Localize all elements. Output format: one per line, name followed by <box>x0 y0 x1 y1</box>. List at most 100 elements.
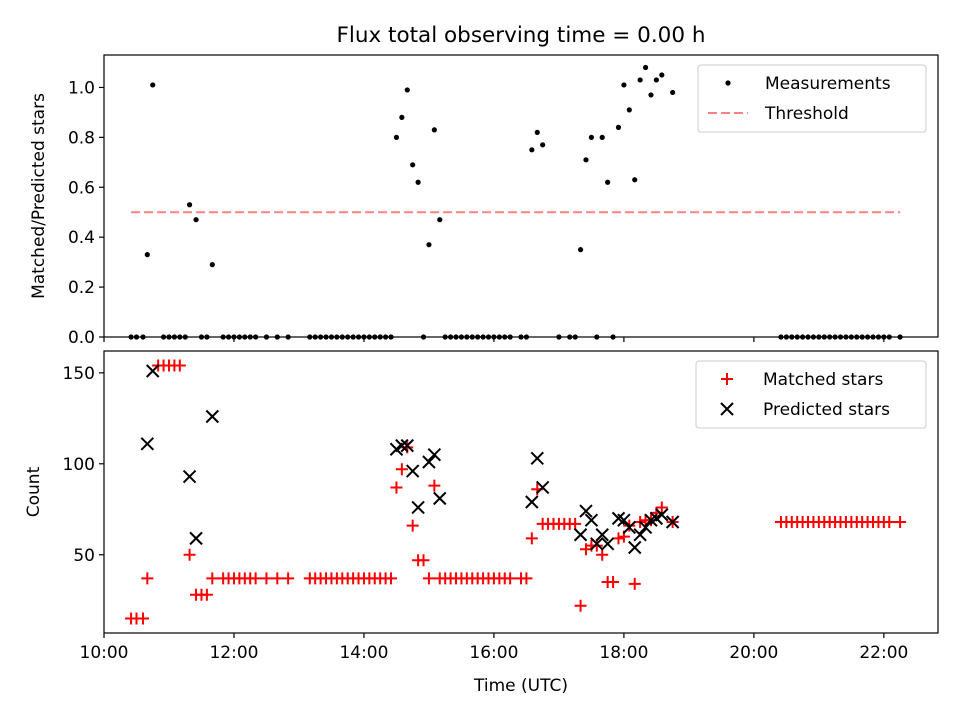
matched-star-point <box>417 554 430 567</box>
legend-measurements-marker <box>725 80 731 86</box>
ratio-panel-y-label: Matched/Predicted stars <box>29 93 49 299</box>
predicted-star-point <box>617 513 631 527</box>
matched-star-point <box>612 532 625 545</box>
count-panel-x-label: Time (UTC) <box>473 676 568 696</box>
measurement-point <box>605 179 611 185</box>
x-tick-label: 14:00 <box>339 643 388 663</box>
predicted-star-point <box>427 447 442 462</box>
count-panel-y-label: Count <box>24 466 44 517</box>
matched-star-point <box>422 572 435 585</box>
count-panel-legend: Matched stars Predicted stars <box>695 360 927 429</box>
measurement-point <box>588 134 595 140</box>
count-panel-marks <box>125 359 907 625</box>
matched-star-point <box>590 539 603 552</box>
measurement-point <box>410 162 416 168</box>
predicted-star-point <box>182 469 197 484</box>
measurement-point <box>637 77 643 83</box>
matched-star-point <box>596 548 609 561</box>
predicted-star-point <box>584 513 599 527</box>
predicted-star-point <box>622 520 637 535</box>
matched-star-point <box>569 517 582 530</box>
measurement-point <box>626 107 632 113</box>
legend-predicted-marker <box>720 402 734 416</box>
matched-star-point <box>282 572 295 585</box>
measurement-point <box>599 134 605 140</box>
matched-star-point <box>883 516 896 529</box>
measurement-point <box>186 202 193 208</box>
y-tick-label: 0.6 <box>68 178 95 198</box>
matched-star-point <box>520 572 533 585</box>
ratio-panel: Flux total observing time = 0.00 h 0.0 0.… <box>29 23 939 348</box>
measurement-point <box>540 142 546 148</box>
count-panel-x-ticks: 10:00 12:00 14:00 16:00 18:00 20:00 22:00 <box>80 633 908 663</box>
y-tick-label: 0.2 <box>68 278 95 298</box>
count-panel-y-ticks: 50 100 150 <box>63 364 104 566</box>
measurement-point <box>404 87 410 93</box>
measurement-point <box>621 82 627 88</box>
predicted-star-point <box>140 437 155 451</box>
y-tick-label: 50 <box>73 546 95 566</box>
matched-star-point <box>395 463 408 476</box>
ratio-panel-x-ticks <box>103 337 885 342</box>
matched-star-point <box>141 572 154 585</box>
x-tick-label: 12:00 <box>209 643 258 663</box>
matched-star-point <box>390 481 403 494</box>
predicted-star-point <box>573 528 588 542</box>
measurement-point <box>529 147 535 153</box>
matched-star-point <box>607 576 620 589</box>
count-legend-frame <box>695 360 927 429</box>
measurement-point <box>577 247 584 253</box>
ratio-panel-frame <box>103 54 939 338</box>
ratio-panel-title: Flux total observing time = 0.00 h <box>337 23 706 48</box>
matched-star-point <box>206 572 219 585</box>
measurement-point <box>632 177 638 183</box>
measurement-point <box>615 124 622 130</box>
matched-star-point <box>200 588 213 601</box>
measurement-point <box>415 179 421 185</box>
predicted-star-point <box>590 537 604 551</box>
matched-star-point <box>271 572 284 585</box>
measurement-point <box>150 82 156 88</box>
predicted-star-point <box>638 520 653 535</box>
predicted-star-point <box>189 531 203 546</box>
matched-star-point <box>385 572 398 585</box>
y-tick-label: 0.4 <box>68 228 95 248</box>
measurement-point <box>583 157 589 163</box>
predicted-star-point <box>655 508 669 522</box>
predicted-star-point <box>433 491 447 506</box>
predicted-star-point <box>535 480 550 495</box>
measurement-point <box>659 72 665 78</box>
predicted-star-point <box>411 500 425 515</box>
matched-star-point <box>249 572 262 585</box>
measurement-point <box>144 252 150 258</box>
predicted-star-point <box>628 540 642 555</box>
matched-star-point <box>894 516 907 529</box>
predicted-star-point <box>146 364 160 378</box>
x-tick-label: 20:00 <box>729 643 778 663</box>
y-tick-label: 0.8 <box>68 128 95 148</box>
predicted-star-point <box>665 515 680 529</box>
predicted-star-point <box>205 409 220 424</box>
y-tick-label: 0.0 <box>68 328 95 348</box>
matched-star-point <box>525 532 538 545</box>
measurement-point <box>670 89 676 96</box>
matched-star-point <box>428 479 441 492</box>
count-panel: 50 100 150 10:00 12:00 14:00 16:00 18:00 20:00 2… <box>24 350 939 696</box>
x-tick-label: 22:00 <box>859 643 908 663</box>
y-tick-label: 100 <box>63 455 95 475</box>
matched-star-point <box>655 501 668 514</box>
measurement-point <box>399 114 405 120</box>
ratio-panel-legend: Measurements Threshold <box>697 64 927 133</box>
legend-matched-marker <box>721 373 733 385</box>
predicted-star-point <box>633 528 647 542</box>
x-tick-label: 16:00 <box>469 643 518 663</box>
predicted-star-point <box>530 451 544 466</box>
measurement-point <box>393 134 400 140</box>
matched-star-point <box>504 572 517 585</box>
count-panel-frame <box>103 350 939 634</box>
matched-star-point <box>574 599 587 612</box>
ratio-legend-frame <box>697 64 927 133</box>
measurement-point <box>431 127 437 133</box>
predicted-star-point <box>405 464 420 478</box>
